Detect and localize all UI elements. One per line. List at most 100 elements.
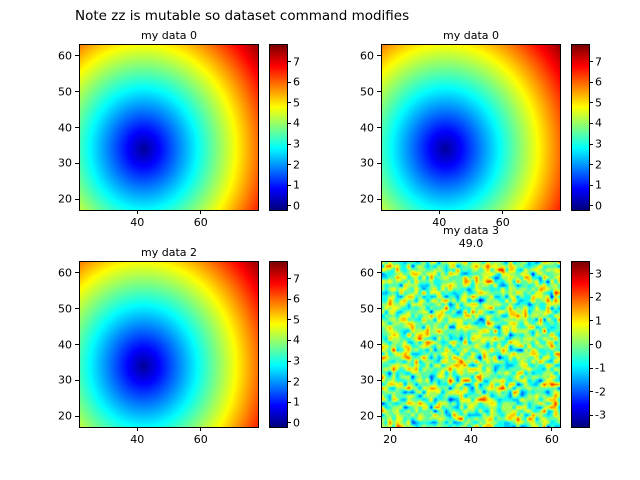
tick-label: 60 — [544, 433, 559, 446]
tick-label: 0 — [595, 199, 602, 213]
colorbar-gradient — [572, 45, 589, 210]
tick-label: 6 — [293, 292, 300, 306]
tick-label: 1 — [293, 395, 300, 409]
tick-mark — [288, 61, 291, 62]
tick-label: 40 — [58, 338, 72, 351]
tick-label: 2 — [293, 158, 300, 172]
plot-axes-top-left — [79, 44, 259, 211]
heatmap-image — [382, 45, 560, 210]
tick-label: 20 — [383, 433, 398, 446]
tick-mark — [288, 143, 291, 145]
tick-label: 60 — [58, 266, 72, 280]
tick-mark — [288, 319, 291, 321]
colorbar-top-right — [571, 44, 590, 211]
tick-mark — [590, 344, 593, 345]
tick-label: 30 — [360, 373, 374, 387]
tick-label: 50 — [58, 302, 72, 316]
tick-label: 20 — [360, 192, 374, 206]
tick-mark — [590, 205, 593, 207]
tick-mark — [288, 164, 291, 166]
tick-mark — [590, 296, 593, 298]
tick-label: 2 — [595, 290, 602, 304]
tick-mark — [288, 102, 291, 104]
plot-axes-bottom-right — [381, 261, 561, 428]
heatmap-image — [80, 45, 258, 210]
tick-label: 40 — [360, 338, 374, 351]
tick-mark — [288, 360, 291, 362]
tick-label: -1 — [595, 361, 606, 375]
tick-mark — [288, 205, 291, 207]
tick-label: 40 — [464, 433, 478, 446]
tick-label: 40 — [130, 433, 145, 446]
tick-label: 7 — [293, 55, 300, 68]
tick-label: 3 — [595, 137, 602, 151]
tick-label: 5 — [293, 313, 300, 327]
tick-mark — [590, 273, 593, 275]
tick-label: 40 — [360, 121, 374, 134]
tick-label: 0 — [293, 199, 300, 213]
tick-label: 60 — [58, 49, 72, 63]
tick-label: 6 — [595, 75, 602, 89]
heatmap-image — [80, 262, 258, 427]
tick-label: 4 — [293, 116, 300, 130]
tick-mark — [590, 414, 593, 416]
tick-label: 0 — [595, 338, 602, 351]
heatmap-image — [382, 262, 560, 427]
plot-title: my data 2 — [141, 246, 197, 259]
tick-label: 7 — [595, 55, 602, 68]
tick-label: 5 — [293, 96, 300, 110]
tick-label: 50 — [360, 302, 374, 316]
tick-label: 4 — [595, 116, 602, 130]
plot-title: my data 0 — [443, 29, 499, 42]
plot-title-line1: my data 3 — [443, 224, 499, 237]
plot-axes-top-right — [381, 44, 561, 211]
tick-label: -3 — [595, 408, 606, 422]
tick-label: 40 — [130, 216, 145, 229]
tick-label: 2 — [595, 158, 602, 172]
tick-mark — [590, 122, 593, 124]
tick-label: 60 — [360, 266, 374, 280]
colorbar-gradient — [572, 262, 589, 427]
tick-mark — [590, 61, 593, 62]
tick-label: 20 — [360, 409, 374, 423]
colorbar-gradient — [270, 262, 287, 427]
tick-mark — [590, 367, 593, 369]
tick-mark — [590, 320, 593, 322]
tick-mark — [590, 102, 593, 104]
tick-mark — [590, 143, 593, 145]
tick-label: 20 — [58, 409, 72, 423]
tick-label: 0 — [293, 416, 300, 430]
tick-mark — [288, 339, 291, 341]
tick-label: 40 — [58, 121, 72, 134]
tick-mark — [590, 164, 593, 166]
tick-label: 50 — [58, 85, 72, 99]
tick-label: 3 — [293, 137, 300, 151]
tick-mark — [288, 401, 291, 403]
tick-label: 3 — [293, 354, 300, 368]
tick-label: 3 — [595, 267, 602, 281]
tick-label: 1 — [595, 178, 602, 192]
tick-mark — [288, 422, 291, 424]
plot-title: my data 0 — [141, 29, 197, 42]
tick-mark — [288, 298, 291, 300]
tick-label: 30 — [360, 156, 374, 170]
tick-label: 30 — [58, 156, 72, 170]
tick-mark — [288, 81, 291, 83]
tick-label: 6 — [293, 75, 300, 89]
tick-label: 60 — [193, 216, 208, 229]
tick-label: 30 — [58, 373, 72, 387]
colorbar-bottom-right — [571, 261, 590, 428]
figure-title: Note zz is mutable so dataset command mo… — [75, 8, 410, 24]
colorbar-bottom-left — [269, 261, 288, 428]
colorbar-top-left — [269, 44, 288, 211]
tick-label: 60 — [360, 49, 374, 63]
tick-label: 50 — [360, 85, 374, 99]
colorbar-gradient — [270, 45, 287, 210]
tick-mark — [590, 81, 593, 83]
plot-title: my data 3 49.0 — [382, 224, 560, 250]
tick-mark — [288, 278, 291, 279]
tick-mark — [288, 184, 291, 186]
tick-label: 60 — [193, 433, 208, 446]
tick-label: 4 — [293, 333, 300, 347]
